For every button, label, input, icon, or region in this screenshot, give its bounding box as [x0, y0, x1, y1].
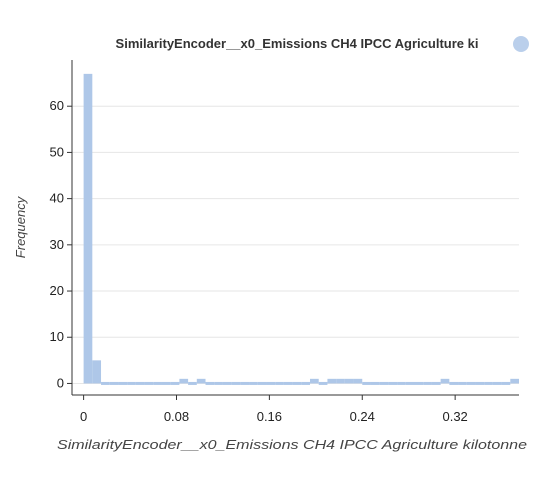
- histogram-bar[interactable]: [170, 381, 180, 385]
- histogram-bar[interactable]: [153, 381, 162, 385]
- histogram-bar[interactable]: [466, 381, 476, 385]
- x-axis-title: SimilarityEncoder__x0_Emissions CH4 IPCC…: [57, 437, 527, 452]
- histogram-bar[interactable]: [379, 381, 389, 385]
- y-tick-label: 50: [50, 144, 64, 159]
- chart-title: SimilarityEncoder__x0_Emissions CH4 IPCC…: [116, 36, 479, 51]
- histogram-bar[interactable]: [431, 381, 441, 385]
- histogram-bar[interactable]: [414, 381, 424, 385]
- histogram-bar[interactable]: [336, 378, 345, 384]
- histogram-bar[interactable]: [318, 381, 328, 385]
- info-badge-icon[interactable]: [513, 36, 529, 52]
- histogram-bar[interactable]: [109, 381, 119, 385]
- x-tick-label: 0: [80, 409, 87, 424]
- histogram-bar[interactable]: [205, 381, 215, 385]
- histogram-bar[interactable]: [188, 381, 197, 385]
- histogram-bar[interactable]: [440, 378, 450, 384]
- histogram-bar[interactable]: [196, 378, 206, 384]
- histogram-bar[interactable]: [275, 381, 284, 385]
- histogram-bar[interactable]: [266, 381, 276, 385]
- histogram-bar[interactable]: [501, 381, 511, 385]
- histogram-bar[interactable]: [388, 381, 398, 385]
- histogram-bar[interactable]: [353, 378, 363, 384]
- x-tick-label: 0.16: [257, 409, 282, 424]
- histogram-bar[interactable]: [222, 381, 232, 385]
- y-axis-title: Frequency: [13, 195, 28, 258]
- axes: [71, 60, 519, 396]
- histogram-bar[interactable]: [283, 381, 293, 385]
- y-tick-label: 10: [50, 329, 64, 344]
- histogram-bar[interactable]: [292, 381, 302, 385]
- histogram-bar[interactable]: [510, 378, 519, 384]
- x-axis-ticks: 0 0.08 0.16 0.24 0.32: [80, 395, 468, 424]
- histogram-bar[interactable]: [231, 381, 241, 385]
- histogram-bar[interactable]: [179, 378, 189, 384]
- histogram-bar[interactable]: [161, 381, 171, 385]
- histogram-bar[interactable]: [257, 381, 267, 385]
- histogram-bar[interactable]: [449, 381, 459, 385]
- histogram-bar[interactable]: [92, 360, 102, 384]
- histogram-bar[interactable]: [301, 381, 311, 385]
- x-tick-label: 0.08: [164, 409, 189, 424]
- y-tick-label: 30: [50, 237, 64, 252]
- histogram-bar[interactable]: [370, 381, 380, 385]
- histogram-bar[interactable]: [144, 381, 154, 385]
- histogram-bar[interactable]: [492, 381, 502, 385]
- y-tick-label: 40: [50, 191, 64, 206]
- histogram-bar[interactable]: [214, 381, 223, 385]
- histogram-bar[interactable]: [423, 381, 432, 385]
- histogram-bar[interactable]: [310, 378, 319, 384]
- bars: [83, 73, 519, 385]
- histogram-bar[interactable]: [484, 381, 493, 385]
- y-axis-ticks: 0 10 20 30 40 50 60: [50, 98, 72, 390]
- histogram-bar[interactable]: [127, 381, 136, 385]
- y-tick-label: 60: [50, 98, 64, 113]
- histogram-bar[interactable]: [405, 381, 415, 385]
- y-tick-label: 20: [50, 283, 64, 298]
- histogram-bar[interactable]: [344, 378, 354, 384]
- histogram-bar[interactable]: [101, 381, 110, 385]
- histogram-bar[interactable]: [135, 381, 145, 385]
- y-tick-label: 0: [57, 375, 64, 390]
- histogram-bar[interactable]: [397, 381, 406, 385]
- x-tick-label: 0.32: [442, 409, 467, 424]
- gridlines: [72, 105, 519, 384]
- histogram-bar[interactable]: [249, 381, 258, 385]
- histogram-bar[interactable]: [362, 381, 371, 385]
- histogram-bar[interactable]: [475, 381, 485, 385]
- histogram-bar[interactable]: [118, 381, 128, 385]
- x-tick-label: 0.24: [350, 409, 375, 424]
- histogram-bar[interactable]: [327, 378, 337, 384]
- histogram-bar[interactable]: [458, 381, 467, 385]
- histogram-bar[interactable]: [83, 73, 93, 384]
- histogram-bar[interactable]: [240, 381, 250, 385]
